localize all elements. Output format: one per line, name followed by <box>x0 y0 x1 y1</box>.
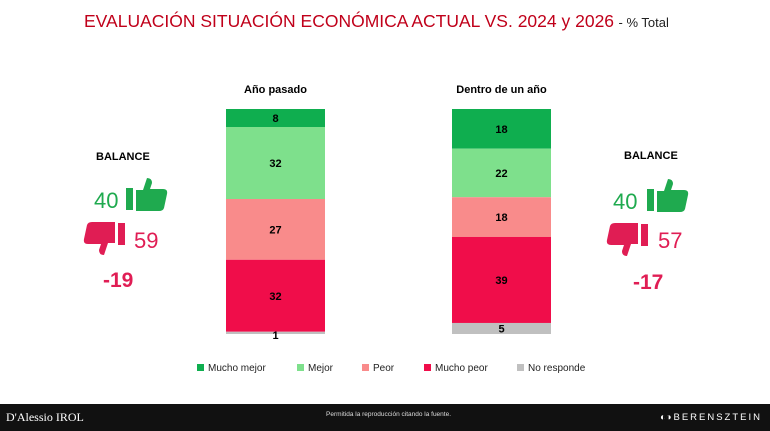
net-value-left: -19 <box>103 269 134 292</box>
legend-item: Mucho peor <box>424 363 488 374</box>
data-label: 18 <box>495 124 507 136</box>
data-label: 1 <box>272 330 278 342</box>
bar-segment <box>226 259 325 332</box>
legend-swatch <box>197 363 204 371</box>
legend-label: Peor <box>373 363 395 374</box>
legend-label: No responde <box>528 363 586 374</box>
positive-value-left: 40 <box>94 188 119 213</box>
stacked-bar-chart: Año pasado 8 32 27 32 1 Dentro de un año 18 22 18… <box>83 84 689 342</box>
legend-label: Mucho peor <box>435 363 488 374</box>
legend-item: Mucho mejor <box>197 363 266 374</box>
category-label: Dentro de un año <box>456 84 547 96</box>
legend-item: No responde <box>517 363 585 374</box>
negative-value-right: 57 <box>658 228 683 253</box>
bar-segment <box>226 109 325 127</box>
title-sub: - % Total <box>618 15 669 30</box>
chart-title: EVALUACIÓN SITUACIÓN ECONÓMICA ACTUAL VS… <box>84 11 669 32</box>
data-label: 32 <box>269 158 281 170</box>
bar-segment <box>452 148 551 198</box>
bar-segment <box>452 236 551 323</box>
thumbs-down-icon <box>83 222 125 255</box>
bar-segment <box>452 109 551 149</box>
balance-label-left: BALANCE <box>96 151 150 163</box>
footer-note: Permitida la reproducción citando la fue… <box>326 411 452 418</box>
legend-swatch <box>517 363 524 371</box>
bar-segment <box>226 127 325 199</box>
data-label: 22 <box>495 168 507 180</box>
footer-bar: D'Alessio IROL Permitida la reproducción… <box>0 404 770 431</box>
dalessio-logo: D'Alessio IROL <box>6 410 84 424</box>
bar-segment <box>226 331 325 334</box>
legend-swatch <box>297 363 304 371</box>
thumbs-up-icon <box>126 178 168 211</box>
positive-value-right: 40 <box>613 189 638 214</box>
berensztein-logo-icon: ◐◑ <box>660 412 672 423</box>
legend-label: Mucho mejor <box>208 363 266 374</box>
data-label: 32 <box>269 291 281 303</box>
category-label: Año pasado <box>244 84 307 96</box>
legend-swatch <box>362 363 369 371</box>
data-label: 18 <box>495 212 507 224</box>
thumbs-up-icon <box>647 179 689 212</box>
balance-label-right: BALANCE <box>624 150 678 162</box>
legend-swatch <box>424 363 431 371</box>
bar-segment <box>452 322 551 334</box>
data-label: 39 <box>495 275 507 287</box>
negative-value-left: 59 <box>134 228 159 253</box>
bar-segment <box>452 197 551 237</box>
berensztein-logo: ◐◑ BERENSZTEIN <box>660 412 762 423</box>
berensztein-logo-text: BERENSZTEIN <box>673 412 762 423</box>
legend-item: Peor <box>362 363 394 374</box>
legend-label: Mejor <box>308 363 334 374</box>
data-label: 8 <box>272 113 278 125</box>
legend-item: Mejor <box>297 363 333 374</box>
chart-legend: Mucho mejor Mejor Peor Mucho peor No res… <box>0 363 770 377</box>
title-main: EVALUACIÓN SITUACIÓN ECONÓMICA ACTUAL VS… <box>84 11 615 31</box>
net-value-right: -17 <box>633 271 664 294</box>
data-label: 27 <box>269 224 281 236</box>
thumbs-down-icon <box>606 223 648 256</box>
data-label: 5 <box>498 323 504 335</box>
bar-segment <box>226 199 325 260</box>
